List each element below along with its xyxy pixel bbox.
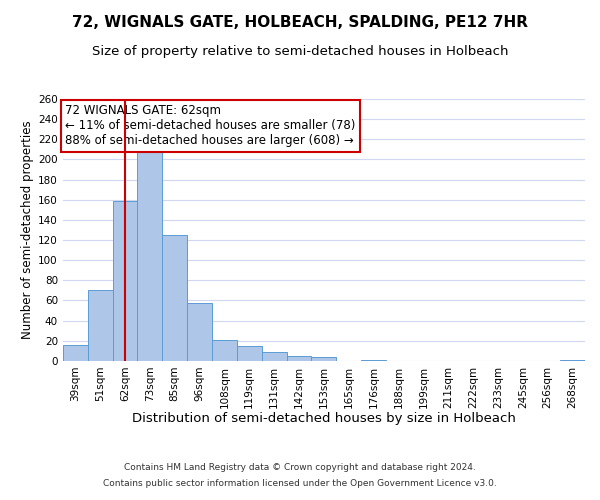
Bar xyxy=(361,360,386,361)
X-axis label: Distribution of semi-detached houses by size in Holbeach: Distribution of semi-detached houses by … xyxy=(132,412,516,425)
Bar xyxy=(311,357,337,361)
Bar xyxy=(137,140,162,361)
Text: Contains HM Land Registry data © Crown copyright and database right 2024.: Contains HM Land Registry data © Crown c… xyxy=(124,464,476,472)
Bar xyxy=(88,290,113,361)
Bar xyxy=(237,346,262,361)
Bar xyxy=(287,356,311,361)
Bar xyxy=(212,340,237,361)
Text: Size of property relative to semi-detached houses in Holbeach: Size of property relative to semi-detach… xyxy=(92,45,508,58)
Bar xyxy=(63,344,88,361)
Bar xyxy=(187,304,212,361)
Text: 72, WIGNALS GATE, HOLBEACH, SPALDING, PE12 7HR: 72, WIGNALS GATE, HOLBEACH, SPALDING, PE… xyxy=(72,15,528,30)
Bar xyxy=(560,360,585,361)
Bar xyxy=(262,352,287,361)
Bar xyxy=(113,200,137,361)
Text: 72 WIGNALS GATE: 62sqm
← 11% of semi-detached houses are smaller (78)
88% of sem: 72 WIGNALS GATE: 62sqm ← 11% of semi-det… xyxy=(65,104,356,147)
Text: Contains public sector information licensed under the Open Government Licence v3: Contains public sector information licen… xyxy=(103,478,497,488)
Y-axis label: Number of semi-detached properties: Number of semi-detached properties xyxy=(21,120,34,339)
Bar xyxy=(162,235,187,361)
